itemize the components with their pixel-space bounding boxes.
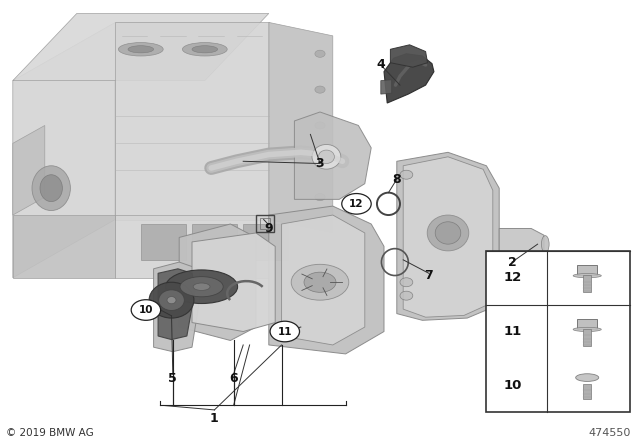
Ellipse shape (193, 283, 210, 290)
Circle shape (315, 194, 325, 201)
Ellipse shape (573, 274, 602, 278)
Circle shape (315, 86, 325, 93)
Polygon shape (13, 215, 115, 278)
Polygon shape (192, 233, 275, 332)
Polygon shape (158, 269, 195, 340)
Ellipse shape (576, 374, 599, 381)
Polygon shape (13, 125, 45, 215)
Polygon shape (13, 13, 269, 81)
Bar (577, 319, 598, 329)
Polygon shape (141, 224, 186, 260)
Ellipse shape (128, 46, 154, 53)
Circle shape (270, 321, 300, 342)
Text: 10: 10 (139, 305, 153, 315)
Polygon shape (154, 262, 202, 352)
Text: 3: 3 (316, 157, 324, 170)
Polygon shape (397, 152, 499, 320)
Circle shape (315, 50, 325, 57)
Bar (577, 265, 598, 275)
Polygon shape (243, 224, 288, 260)
Text: 11: 11 (503, 325, 522, 338)
Ellipse shape (180, 276, 223, 297)
Polygon shape (282, 215, 365, 345)
Polygon shape (179, 224, 256, 340)
Text: 474550: 474550 (588, 428, 630, 438)
Polygon shape (381, 80, 392, 94)
Circle shape (315, 122, 325, 129)
Polygon shape (294, 112, 371, 199)
Ellipse shape (182, 43, 227, 56)
Ellipse shape (304, 272, 336, 293)
Bar (256, 215, 274, 232)
Bar (486, 251, 630, 412)
Ellipse shape (435, 222, 461, 244)
Text: 2: 2 (508, 255, 516, 269)
Polygon shape (115, 215, 269, 278)
Text: 5: 5 (168, 372, 177, 385)
Text: 9: 9 (264, 222, 273, 235)
Ellipse shape (167, 297, 176, 304)
Polygon shape (192, 224, 237, 260)
Bar (584, 329, 591, 346)
Polygon shape (269, 22, 333, 233)
Polygon shape (384, 54, 434, 103)
Bar (584, 384, 591, 399)
Ellipse shape (166, 270, 237, 304)
Bar (260, 218, 270, 229)
Ellipse shape (40, 175, 63, 202)
Circle shape (342, 194, 371, 214)
Ellipse shape (32, 166, 70, 211)
Ellipse shape (573, 327, 602, 332)
Ellipse shape (149, 282, 194, 318)
Ellipse shape (159, 290, 184, 310)
Circle shape (400, 278, 413, 287)
Ellipse shape (118, 43, 163, 56)
Text: 12: 12 (503, 271, 522, 284)
Text: 7: 7 (424, 269, 433, 282)
Text: 8: 8 (392, 172, 401, 186)
Text: 4: 4 (376, 58, 385, 72)
Text: 10: 10 (503, 379, 522, 392)
Polygon shape (499, 228, 544, 260)
Circle shape (400, 170, 413, 179)
Ellipse shape (541, 236, 549, 253)
Circle shape (315, 158, 325, 165)
Text: 1: 1 (210, 412, 219, 426)
Text: 12: 12 (349, 199, 364, 209)
Ellipse shape (319, 150, 334, 164)
Ellipse shape (428, 215, 468, 251)
Ellipse shape (312, 144, 340, 169)
Circle shape (131, 300, 161, 320)
Text: © 2019 BMW AG: © 2019 BMW AG (6, 428, 94, 438)
Text: 11: 11 (278, 327, 292, 336)
Text: 6: 6 (229, 372, 238, 385)
Polygon shape (115, 22, 269, 220)
Ellipse shape (192, 46, 218, 53)
Circle shape (400, 291, 413, 300)
Polygon shape (403, 157, 493, 317)
Ellipse shape (291, 264, 349, 300)
Polygon shape (13, 22, 115, 278)
Polygon shape (390, 45, 428, 67)
Polygon shape (269, 206, 384, 354)
Bar (584, 275, 591, 293)
